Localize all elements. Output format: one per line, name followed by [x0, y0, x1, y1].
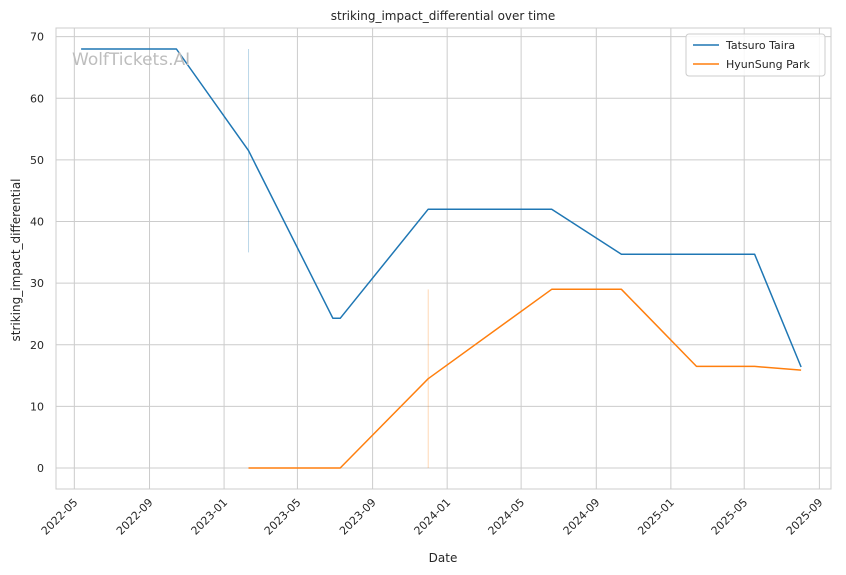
x-tick-label: 2023-05 [262, 496, 304, 538]
x-tick-label: 2025-09 [784, 496, 826, 538]
x-tick-label: 2025-05 [709, 496, 751, 538]
series-line [81, 48, 802, 368]
y-tick-label: 50 [30, 154, 44, 167]
x-tick-label: 2024-01 [412, 496, 454, 538]
y-tick-label: 0 [37, 462, 44, 475]
legend-label: Tatsuro Taira [725, 39, 795, 52]
y-tick-label: 10 [30, 400, 44, 413]
legend-label: HyunSung Park [726, 58, 811, 71]
x-tick-labels: 2022-05 2022-09 2023-01 2023-05 2023-09 2024-… [39, 496, 826, 538]
y-tick-label: 30 [30, 277, 44, 290]
chart-title: striking_impact_differential over time [331, 9, 556, 23]
grid-lines [56, 28, 831, 489]
y-tick-label: 60 [30, 92, 44, 105]
y-tick-label: 20 [30, 339, 44, 352]
watermark: WolfTickets.AI [72, 50, 190, 70]
legend-box [685, 33, 826, 77]
x-tick-label: 2022-05 [39, 496, 81, 538]
y-axis-label: striking_impact_differential [9, 178, 23, 341]
legend: Tatsuro Taira HyunSung Park [685, 33, 826, 77]
x-tick-label: 2024-09 [561, 496, 603, 538]
x-tick-label: 2023-01 [189, 496, 231, 538]
x-tick-label: 2024-05 [486, 496, 528, 538]
y-tick-labels: 0 10 20 30 40 50 60 70 [30, 31, 44, 475]
y-tick-label: 70 [30, 31, 44, 44]
series-lines [81, 48, 802, 469]
x-tick-label: 2022-09 [114, 496, 156, 538]
series-line [248, 288, 802, 469]
x-tick-label: 2023-09 [337, 496, 379, 538]
x-tick-label: 2025-01 [635, 496, 677, 538]
x-axis-label: Date [429, 551, 458, 565]
plot-frame [55, 27, 832, 490]
y-tick-label: 40 [30, 216, 44, 229]
